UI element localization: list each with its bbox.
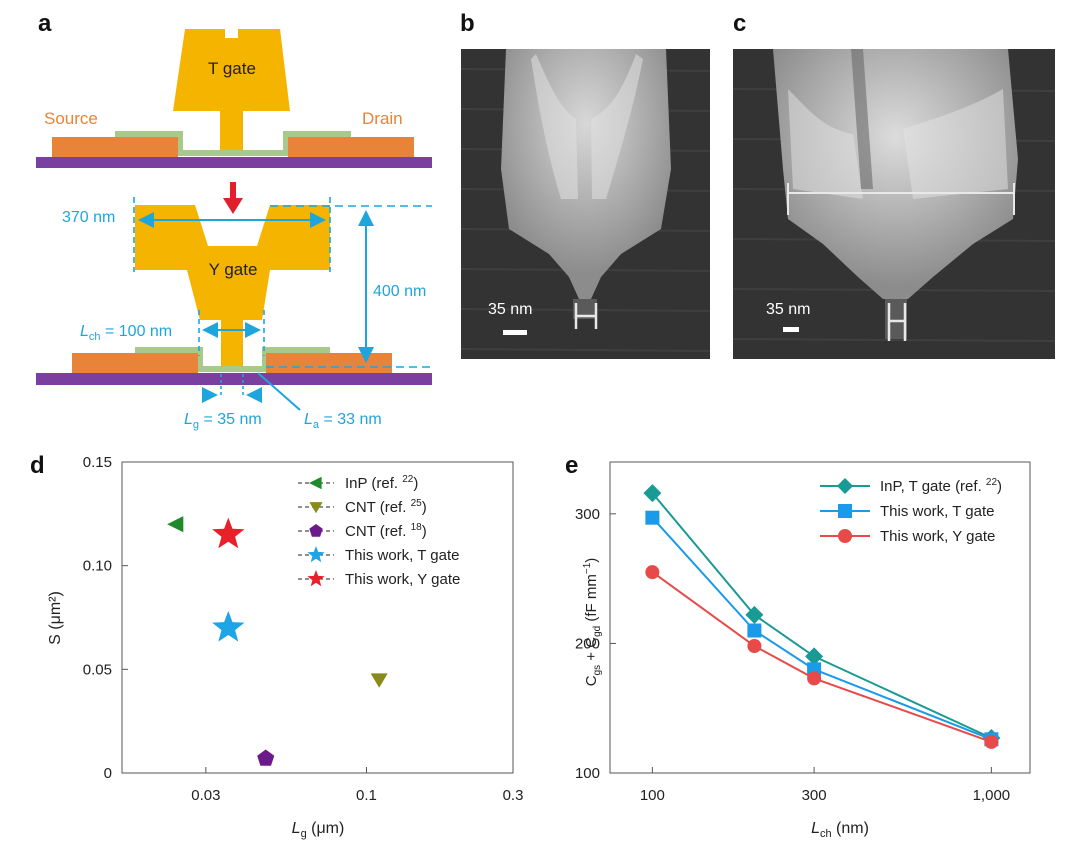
- y-tick-label-d-2: 0.10: [83, 558, 112, 575]
- chart-e-line: 100 300 1,000 100 200 300 Lch (nm) Cgs + Cgd (f…: [575, 461, 1031, 840]
- data-point-e-0-2: [805, 647, 824, 666]
- width-marker-c: [787, 183, 1015, 215]
- channel-layer-top: [115, 131, 351, 156]
- gate-length-marker-c: [887, 303, 907, 341]
- y-axis-title-d: S (μm²): [47, 591, 64, 645]
- data-point-e-2-0: [645, 565, 660, 580]
- y-gate-label: Y gate: [209, 260, 258, 279]
- y-tick-label-e-1: 200: [575, 635, 600, 652]
- data-point-d-3: [212, 610, 245, 642]
- data-point-e-2-1: [747, 639, 762, 654]
- legend-label-e-1: This work, T gate: [880, 503, 995, 520]
- y-tick-label-d-1: 0.05: [83, 661, 112, 678]
- source-block-top: [52, 137, 178, 157]
- legend-label-d-3: This work, T gate: [345, 547, 460, 564]
- series-line-e-2: [651, 571, 992, 743]
- legend-marker-d-3: [307, 546, 325, 563]
- data-point-e-2-2: [807, 671, 822, 686]
- data-point-d-0: [167, 516, 184, 533]
- series-line-e-0: [651, 492, 992, 739]
- x-tick-label-e-1: 300: [802, 787, 827, 804]
- legend-marker-d-0: [309, 476, 322, 490]
- y-gate-shape: [135, 205, 330, 366]
- x-tick-label-d-0: 0.03: [191, 787, 220, 804]
- drain-block-bottom: [266, 353, 392, 373]
- channel-layer-bottom: [135, 347, 330, 372]
- x-axis-title-d: Lg (μm): [292, 820, 345, 840]
- gate-height-label: 400 nm: [373, 283, 426, 300]
- panel-label-b: b: [460, 10, 475, 37]
- y-axis-title-e: Cgs + Cgd (fF mm−1): [582, 558, 603, 687]
- access-length-label: La = 33 nm: [304, 411, 382, 431]
- plot-frame-d: [121, 461, 514, 774]
- data-point-e-1-1: [747, 623, 762, 638]
- data-point-e-0-0: [643, 484, 662, 503]
- y-tick-label-e-2: 300: [575, 506, 600, 523]
- x-tick-label-e-0: 100: [640, 787, 665, 804]
- panel-label-e: e: [565, 452, 579, 479]
- sem-image-b: 35 nm: [461, 49, 710, 359]
- legend-marker-d-4: [307, 570, 325, 587]
- chart-d-scatter: 0.03 0.1 0.3 0 0.05 0.10 0.15 Lg (μm) S (μm²) InP…: [47, 454, 524, 840]
- x-tick-label-e-2: 1,000: [973, 787, 1011, 804]
- legend-label-d-0: InP (ref. 22): [345, 474, 418, 492]
- t-gate-shape: [173, 29, 290, 150]
- gate-schematic: T gate Source Drain Y gate 370 nm 400 nm…: [36, 29, 432, 431]
- data-point-e-2-3: [984, 734, 999, 749]
- panel-label-a: a: [38, 10, 52, 37]
- legend-label-e-0: InP, T gate (ref. 22): [880, 477, 1002, 495]
- source-block-bottom: [72, 353, 198, 373]
- panel-label-c: c: [733, 10, 747, 37]
- gate-width-label: 370 nm: [62, 209, 115, 226]
- legend-marker-d-1: [309, 502, 323, 514]
- data-point-e-0-1: [745, 605, 764, 624]
- data-point-d-2: [257, 749, 275, 766]
- scale-bar-b: [503, 330, 527, 335]
- gate-length-label: Lg = 35 nm: [184, 411, 262, 431]
- data-point-d-4: [212, 517, 245, 549]
- legend-marker-e-1: [838, 504, 852, 518]
- data-point-e-1-0: [645, 510, 660, 525]
- y-tick-label-d-3: 0.15: [83, 454, 112, 471]
- series-line-e-1: [651, 517, 992, 741]
- sem-image-c: 35 nm: [733, 49, 1055, 359]
- legend-label-d-2: CNT (ref. 18): [345, 522, 427, 540]
- drain-label: Drain: [362, 109, 403, 128]
- panel-label-d: d: [30, 452, 45, 479]
- source-label: Source: [44, 109, 98, 128]
- legend-marker-d-2: [309, 524, 323, 537]
- data-point-d-1: [370, 673, 388, 688]
- drain-block-top: [288, 137, 414, 157]
- x-tick-label-d-1: 0.1: [356, 787, 377, 804]
- legend-label-e-2: This work, Y gate: [880, 528, 995, 545]
- t-gate-label: T gate: [208, 59, 256, 78]
- legend-label-d-1: CNT (ref. 25): [345, 498, 427, 516]
- scale-bar-label-c: 35 nm: [766, 301, 811, 318]
- x-axis-title-e: Lch (nm): [811, 820, 869, 840]
- transform-arrow: [223, 182, 243, 214]
- substrate-bottom: [36, 373, 432, 385]
- channel-length-label: Lch = 100 nm: [80, 323, 172, 343]
- x-tick-label-d-2: 0.3: [503, 787, 524, 804]
- plot-frame-e: [609, 461, 1031, 774]
- legend-marker-e-0: [837, 478, 853, 494]
- scale-bar-c: [783, 327, 799, 332]
- y-tick-label-e-0: 100: [575, 765, 600, 782]
- legend-label-d-4: This work, Y gate: [345, 571, 460, 588]
- y-tick-label-d-0: 0: [104, 765, 112, 782]
- gate-length-marker-b: [574, 303, 598, 329]
- scale-bar-label-b: 35 nm: [488, 301, 533, 318]
- legend-marker-e-2: [838, 529, 852, 543]
- substrate-top: [36, 157, 432, 168]
